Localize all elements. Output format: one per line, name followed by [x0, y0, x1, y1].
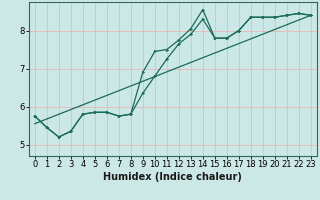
X-axis label: Humidex (Indice chaleur): Humidex (Indice chaleur): [103, 172, 242, 182]
